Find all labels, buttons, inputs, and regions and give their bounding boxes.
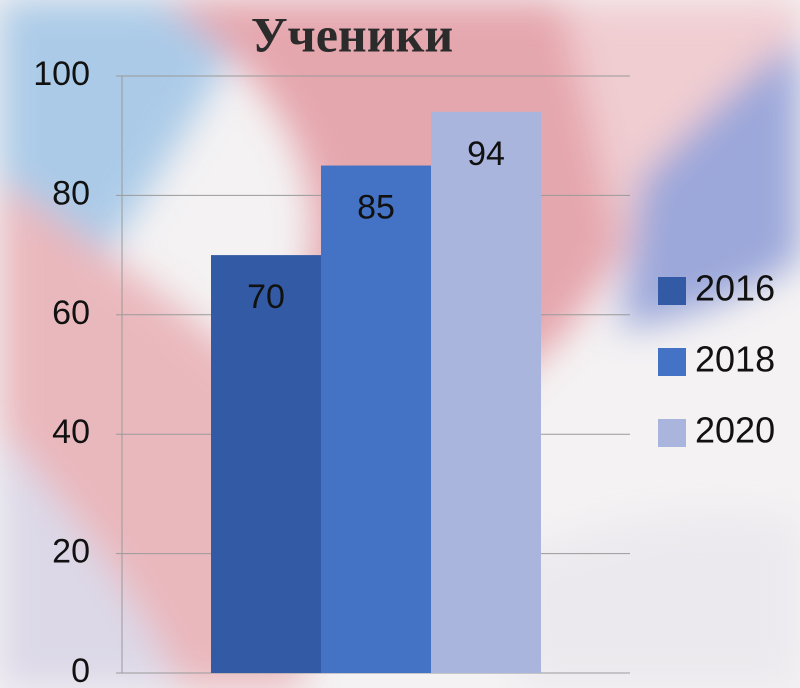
page: Ученики 020406080100708594201620182020 (… xyxy=(0,0,800,688)
data-label: 85 xyxy=(357,189,395,227)
legend-swatch xyxy=(658,348,686,376)
chart-title: Ученики xyxy=(251,6,453,62)
legend-label: 2020 xyxy=(695,410,775,451)
bar xyxy=(321,166,431,673)
y-tick-label: 40 xyxy=(52,413,90,451)
legend-swatch xyxy=(658,277,686,305)
legend-label: 2018 xyxy=(695,339,775,380)
y-tick-label: 100 xyxy=(33,55,90,93)
data-label: 70 xyxy=(247,278,285,316)
y-tick-label: 60 xyxy=(52,294,90,332)
chart: Ученики 0 20 40 60 80 100 70 85 94 2016 2018 2020 xyxy=(0,0,800,688)
legend-label: 2016 xyxy=(695,268,775,309)
bar xyxy=(211,255,321,673)
data-label: 94 xyxy=(467,135,505,173)
y-tick-label: 20 xyxy=(52,533,90,571)
bar xyxy=(431,112,541,673)
legend-swatch xyxy=(658,419,686,447)
y-tick-label: 0 xyxy=(71,652,90,688)
y-tick-label: 80 xyxy=(52,174,90,212)
